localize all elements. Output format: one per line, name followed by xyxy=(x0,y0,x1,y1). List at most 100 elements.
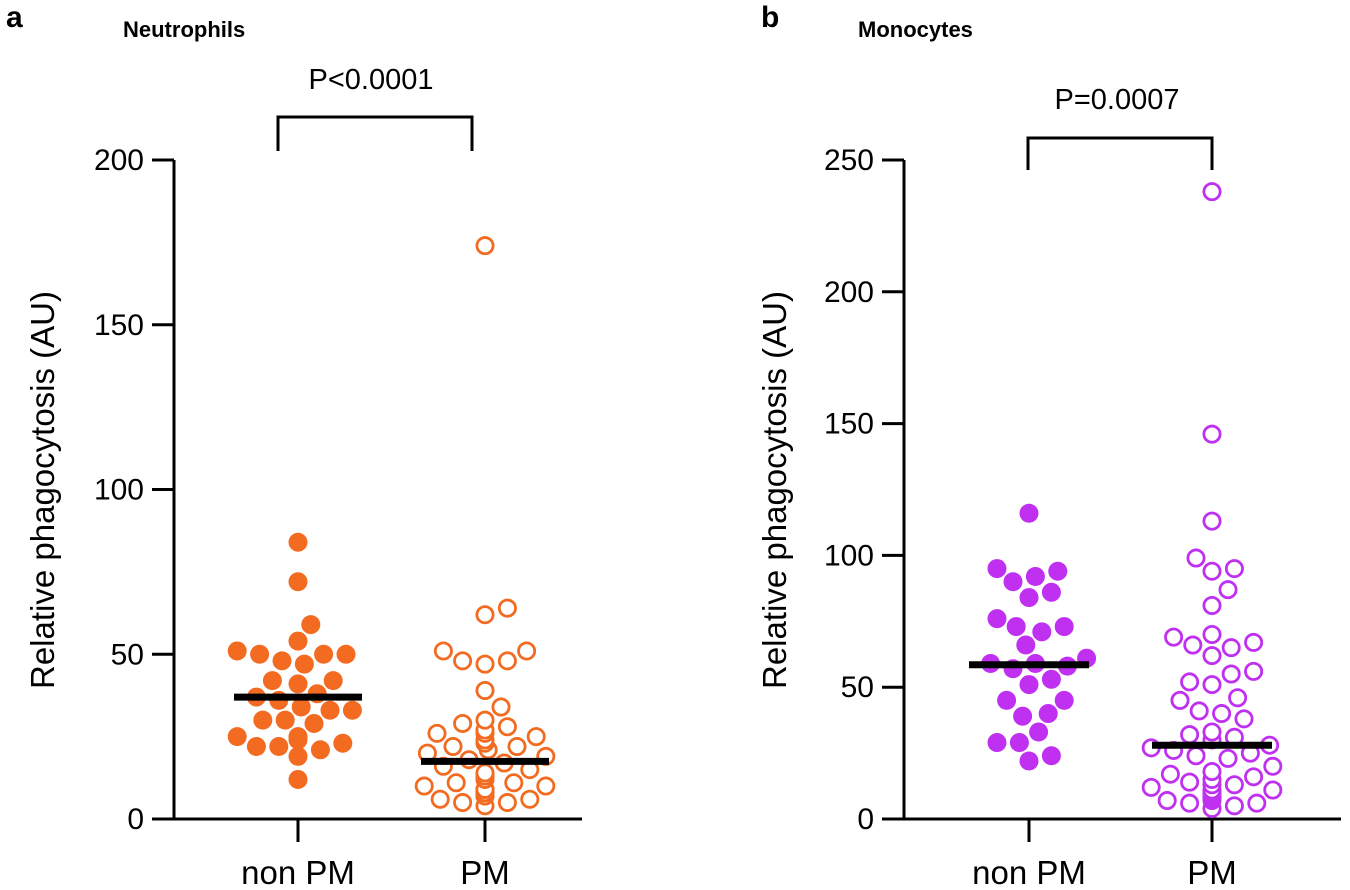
panel-b-y-tick-label: 100 xyxy=(824,539,874,572)
panel-a-non-pm-point xyxy=(294,654,314,674)
panel-a-non-pm-point xyxy=(227,727,247,747)
panel-a-pm-point xyxy=(497,651,517,671)
panel-b-non-pm-point xyxy=(1025,566,1045,586)
panel-b-x-label-pm: PM xyxy=(1187,854,1237,890)
panel-b-x-label-non-pm: non PM xyxy=(972,854,1086,890)
panel-b-pm-point xyxy=(1224,775,1244,795)
panel-a: a Neutrophils Relative phagocytosis (AU)… xyxy=(6,1,582,890)
panel-b-pm-point xyxy=(1244,767,1264,787)
panel-b-pm-point xyxy=(1224,559,1244,579)
panel-b-pm-point xyxy=(1202,182,1222,202)
panel-b-pm-point xyxy=(1228,688,1248,708)
panel-b-pm-point xyxy=(1202,722,1222,742)
panel-b-pm-point xyxy=(1186,746,1206,766)
panel-b-letter: b xyxy=(761,1,779,34)
panel-a-pm-point xyxy=(536,776,556,796)
panel-a-pm-point xyxy=(475,605,495,625)
panel-b-pm-point xyxy=(1183,635,1203,655)
panel-b-non-pm-point xyxy=(987,609,1007,629)
panel-b-pm-point xyxy=(1263,780,1283,800)
panel-b-pm-point xyxy=(1202,561,1222,581)
panel-b-y-tick-label: 200 xyxy=(824,276,874,309)
panel-b-non-pm-point xyxy=(1038,704,1058,724)
panel-b-pm-point xyxy=(1218,748,1238,768)
panel-a-significance-bracket xyxy=(276,115,474,151)
panel-a-pm-point xyxy=(453,651,473,671)
panel-b-pm-point xyxy=(1202,511,1222,531)
panel-b-non-pm-point xyxy=(1019,503,1039,523)
panel-b-non-pm-point xyxy=(1009,733,1029,753)
panel-a-pm-point xyxy=(475,763,495,783)
panel-a-pm-point xyxy=(427,723,447,743)
panel-a-non-pm-point xyxy=(250,644,270,664)
panel-b-pm-point xyxy=(1224,796,1244,816)
panel-b-pm-point xyxy=(1189,701,1209,721)
panel-a-pm-point xyxy=(453,793,473,813)
panel-b-pm-point xyxy=(1180,793,1200,813)
panel-a-pm-point xyxy=(507,737,527,757)
panel-a-non-pm-point xyxy=(253,710,273,730)
panel-b-pm-point xyxy=(1202,424,1222,444)
panel-b-pm-point xyxy=(1202,675,1222,695)
panel-b-pm-point xyxy=(1247,793,1267,813)
panel-b-significance-bracket xyxy=(1026,136,1214,170)
panel-b-pm-point xyxy=(1202,624,1222,644)
panel-b-pm-point xyxy=(1170,690,1190,710)
panel-b-y-ticks: 0 50 100 150 200 250 xyxy=(824,144,904,836)
panel-b-pm-point xyxy=(1218,580,1238,600)
panel-b-non-pm-point xyxy=(1016,635,1036,655)
panel-a-letter: a xyxy=(6,1,23,34)
panel-a-pm-point xyxy=(520,789,540,809)
panel-b-non-pm-point xyxy=(1019,751,1039,771)
panel-a-non-pm-point xyxy=(272,651,292,671)
panel-a-y-tick-label: 50 xyxy=(111,638,144,671)
panel-a-x-label-non-pm: non PM xyxy=(241,854,355,890)
panel-b-non-pm-point xyxy=(1003,572,1023,592)
panel-b-non-pm-point xyxy=(1029,722,1049,742)
panel-b-pm-point xyxy=(1186,548,1206,568)
panel-a-non-pm-point xyxy=(323,671,343,691)
panel-a-pm-point xyxy=(443,737,463,757)
panel-a-non-pm-point xyxy=(320,700,340,720)
panel-b-pm-point xyxy=(1202,595,1222,615)
panel-a-y-tick-label: 0 xyxy=(127,803,144,836)
panel-b-pm-point xyxy=(1180,672,1200,692)
panel-a-non-pm-point xyxy=(246,737,266,757)
panel-b-pm-point xyxy=(1212,704,1232,724)
panel-b-non-pm-point xyxy=(1041,746,1061,766)
panel-a-medians xyxy=(234,693,549,765)
panel-a-points xyxy=(227,236,556,816)
panel-b-pm-point xyxy=(1244,632,1264,652)
panel-b-pm-point xyxy=(1180,772,1200,792)
panel-b-p-value: P=0.0007 xyxy=(1055,84,1180,116)
panel-a-p-value: P<0.0001 xyxy=(309,64,434,96)
panel-b-y-tick-label: 0 xyxy=(857,803,874,836)
panel-b-pm-point xyxy=(1234,709,1254,729)
panel-b-non-pm-point xyxy=(987,733,1007,753)
panel-a-non-pm-point xyxy=(310,740,330,760)
panel-a-pm-point xyxy=(414,776,434,796)
panel-b-medians xyxy=(969,661,1272,749)
panel-a-pm-point xyxy=(504,773,524,793)
panel-a-pm-point xyxy=(475,236,495,256)
panel-a-non-pm-point xyxy=(288,572,308,592)
panel-b-pm-point xyxy=(1221,664,1241,684)
panel-a-pm-point xyxy=(491,697,511,717)
panel-a-pm-point xyxy=(453,713,473,733)
panel-a-pm-point xyxy=(497,793,517,813)
panel-b-non-pm-point xyxy=(987,559,1007,579)
panel-b-y-axis-label: Relative phagocytosis (AU) xyxy=(756,291,793,689)
panel-a-pm-point xyxy=(446,773,466,793)
panel-b-y-tick-label: 150 xyxy=(824,408,874,441)
panel-a-title: Neutrophils xyxy=(123,17,245,42)
panel-b-non-pm-point xyxy=(1054,617,1074,637)
panel-a-y-tick-label: 150 xyxy=(94,309,144,342)
panel-b-non-pm-point xyxy=(1013,706,1033,726)
panel-b-y-tick-label: 50 xyxy=(841,671,874,704)
panel-a-non-pm-point xyxy=(288,769,308,789)
panel-a-non-pm-point xyxy=(275,710,295,730)
panel-a-non-pm-point xyxy=(288,746,308,766)
panel-a-non-pm-point xyxy=(227,641,247,661)
panel-b-pm-point xyxy=(1160,764,1180,784)
